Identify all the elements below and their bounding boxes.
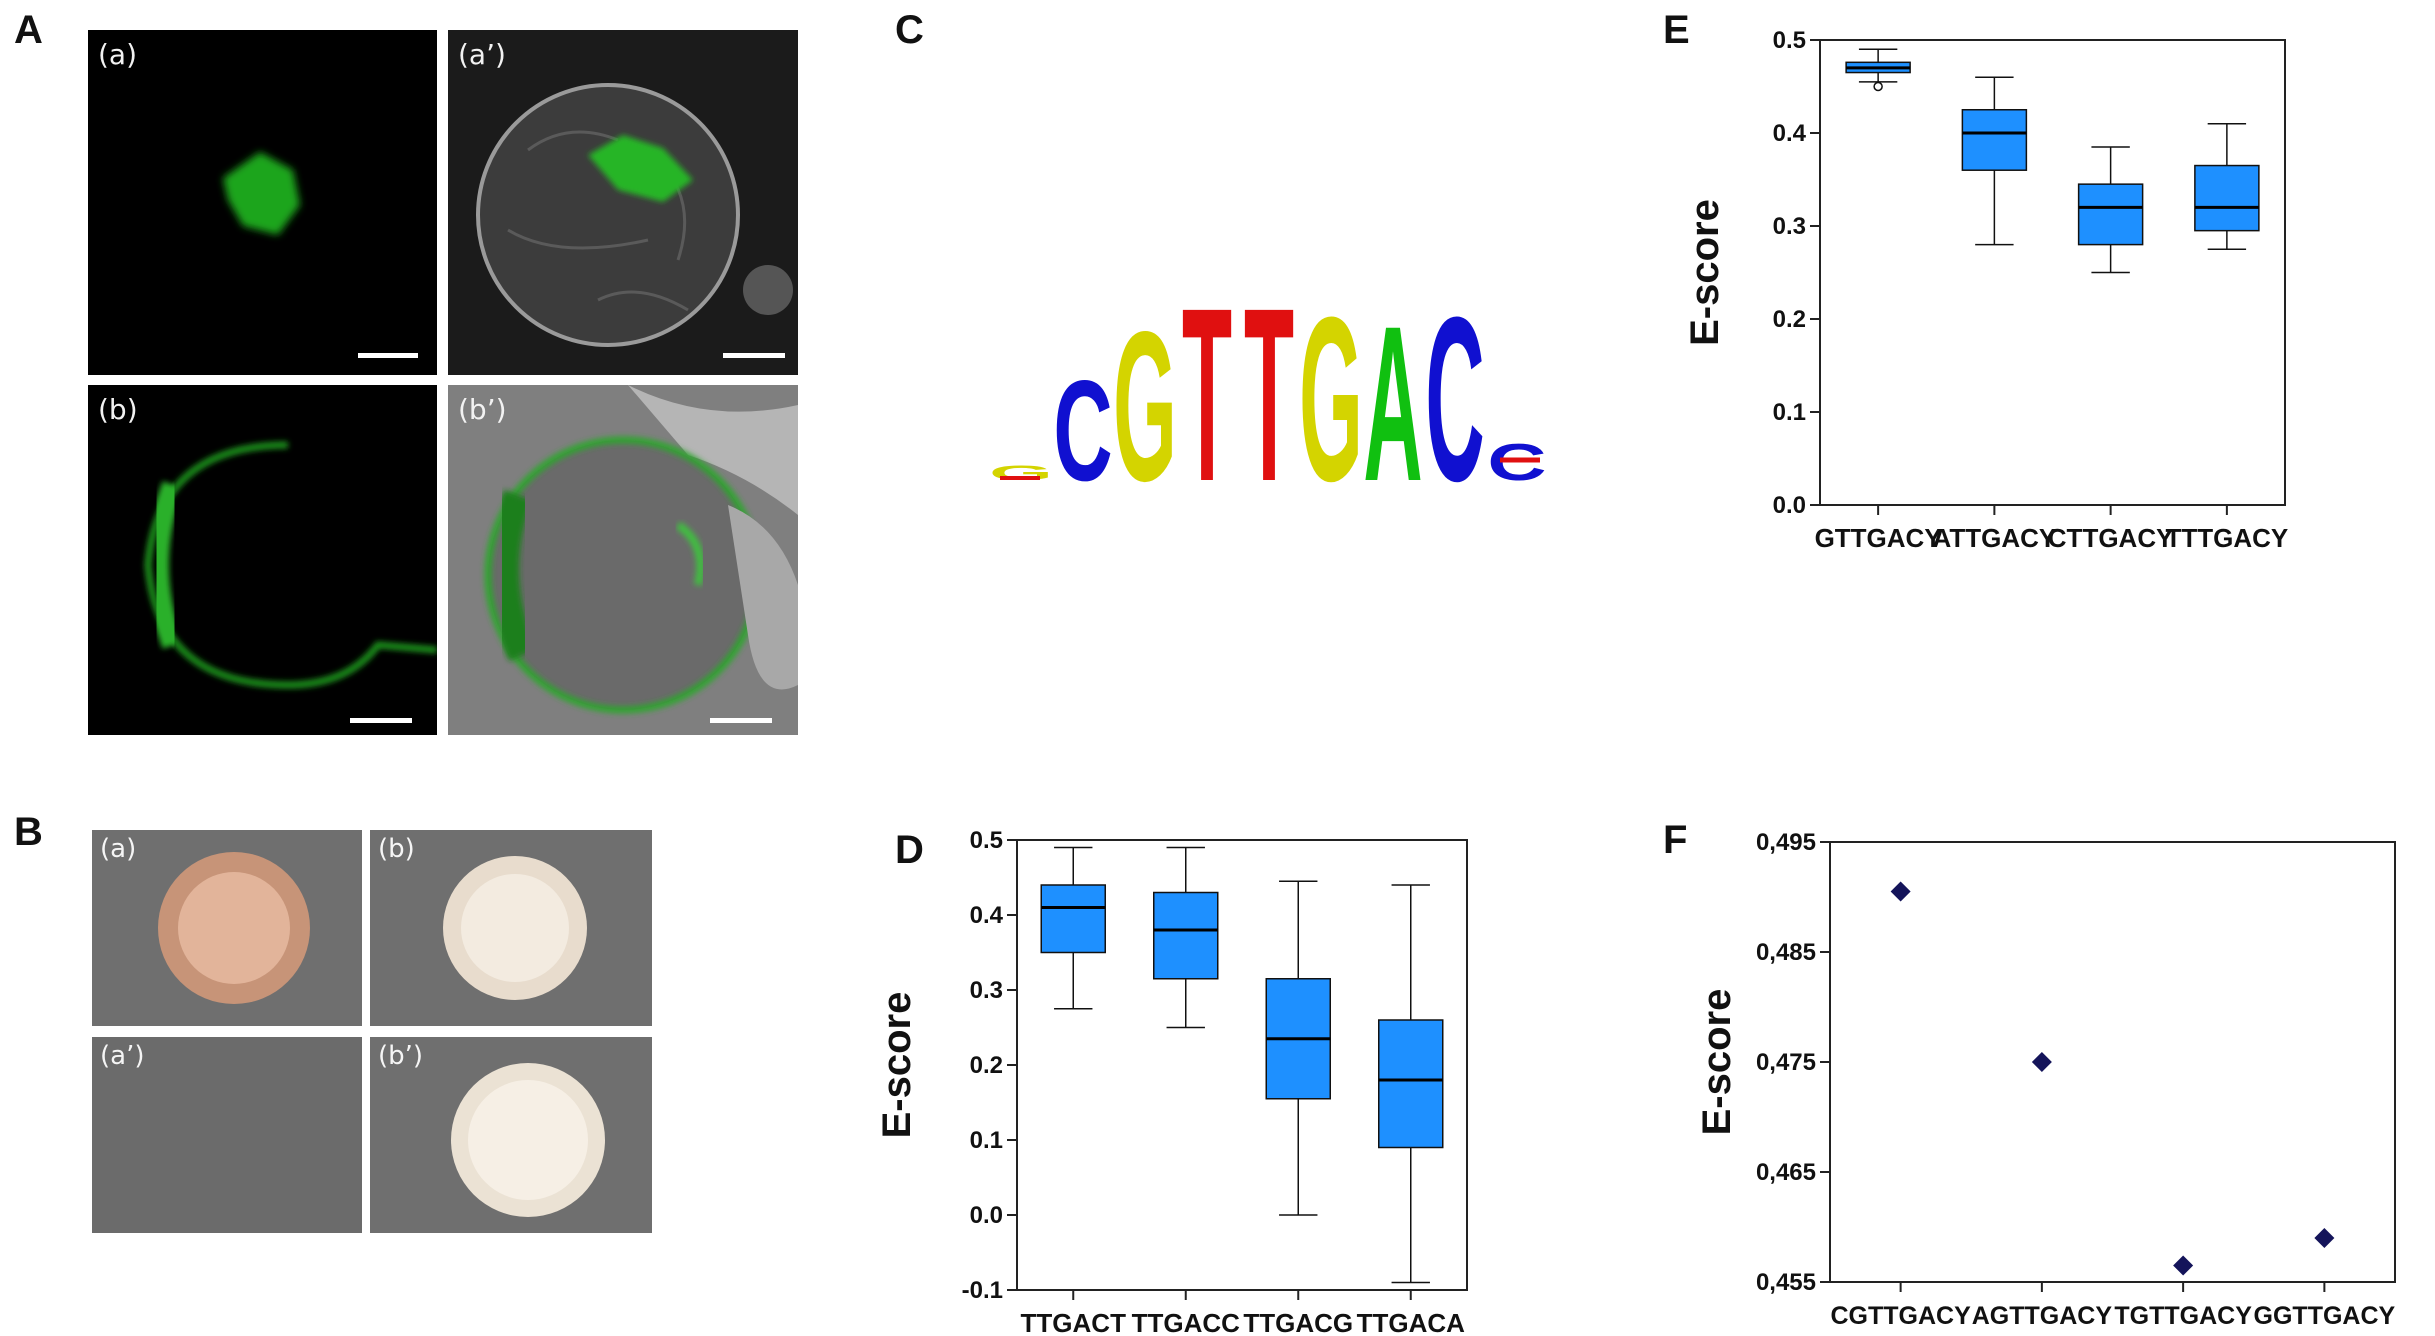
- panel-letter-a: A: [14, 8, 43, 52]
- y-tick-label: 0.0: [970, 1202, 1003, 1229]
- y-axis-label: E-score: [1695, 989, 1739, 1136]
- y-tick-label: 0.4: [970, 902, 1004, 929]
- y-tick-label: 0.5: [1773, 27, 1806, 54]
- plate-label: (a): [100, 834, 137, 864]
- data-point: [2314, 1228, 2335, 1248]
- panel-letter-b: B: [14, 810, 43, 854]
- micrograph-label: (b’): [458, 393, 507, 426]
- y-tick-label: 0.3: [970, 977, 1003, 1004]
- x-tick-label: TTGACC: [1132, 1308, 1241, 1336]
- y-tick-label: 0,475: [1756, 1049, 1816, 1076]
- scale-bar: [358, 353, 418, 358]
- micrograph-a-prime: (a’): [448, 30, 798, 375]
- y-tick-label: 0.3: [1773, 213, 1806, 240]
- y-tick-label: 0.2: [1773, 306, 1806, 333]
- colony-image: [451, 1063, 605, 1217]
- x-tick-label: AGTTGACY: [1972, 1302, 2113, 1330]
- x-tick-label: TTGACT: [1021, 1308, 1127, 1336]
- micrograph-label: (a’): [458, 38, 506, 71]
- x-tick-label: GTTGACY: [1815, 523, 1942, 553]
- logo-letter: T: [1182, 290, 1232, 490]
- box: [1153, 891, 1219, 980]
- box: [2077, 183, 2144, 246]
- y-tick-label: 0.2: [970, 1052, 1003, 1079]
- micrograph-b: (b): [88, 385, 437, 735]
- logo-letter: C: [1425, 290, 1484, 490]
- data-point: [1890, 881, 1911, 902]
- y-tick-label: 0.4: [1773, 120, 1807, 147]
- y-tick-label: -0.1: [962, 1277, 1003, 1304]
- y-axis-label: E-score: [1683, 199, 1727, 346]
- membrane-merge-image: [448, 385, 798, 735]
- plate-label: (a’): [100, 1041, 145, 1071]
- plate-a: (a): [92, 830, 362, 1026]
- panel-letter-f: F: [1663, 818, 1688, 862]
- y-axis-label: E-score: [875, 992, 919, 1139]
- plate-b-prime: (b’): [370, 1037, 652, 1233]
- logo-letter: T: [1244, 290, 1294, 490]
- y-tick-label: 0.0: [1773, 492, 1806, 519]
- scale-bar: [723, 353, 785, 358]
- data-point: [2173, 1255, 2194, 1276]
- y-tick-label: 0.1: [1773, 399, 1806, 426]
- scale-bar: [350, 718, 412, 723]
- plot-frame: [1829, 841, 2396, 1283]
- data-point: [2031, 1052, 2052, 1072]
- x-tick-label: TTGACG: [1243, 1308, 1353, 1336]
- box: [1040, 884, 1106, 954]
- micrograph-label: (b): [98, 393, 138, 426]
- logo-letter: G: [989, 461, 1053, 484]
- logo-letter: G: [1113, 290, 1177, 490]
- x-tick-label: TTGACA: [1357, 1308, 1466, 1336]
- x-tick-label: ATTGACY: [1933, 523, 2057, 553]
- colony-image: [443, 856, 587, 1000]
- y-tick-label: 0.1: [970, 1127, 1003, 1154]
- chart-e-boxplot: 0.0 0.1 0.2 0.3 0.4 0.5 E-score GTTGACYATTGACYC…: [1683, 27, 2288, 553]
- panel-letter-e: E: [1663, 8, 1690, 52]
- plate-a-prime: (a’): [92, 1037, 362, 1233]
- nucleus-merge-image: [476, 83, 793, 347]
- x-tick-label: CGTTGACY: [1830, 1302, 1971, 1330]
- y-tick-label: 0.5: [970, 830, 1003, 854]
- y-tick-label: 0,495: [1756, 829, 1816, 856]
- x-tick-label: TGTTGACY: [2114, 1302, 2252, 1330]
- chart-f-scatter: 0,455 0,465 0,475 0,485 0,495 E-score CGTTGACY…: [1695, 829, 2396, 1330]
- panel-letter-c: C: [895, 8, 924, 52]
- logo-letter: G: [1299, 290, 1363, 490]
- box: [2194, 164, 2260, 232]
- plate-label: (b): [378, 834, 415, 864]
- membrane-signal-image: [144, 441, 437, 689]
- y-tick-label: 0,485: [1756, 939, 1816, 966]
- panel-letter-d: D: [895, 828, 924, 872]
- x-tick-label: GGTTGACY: [2254, 1302, 2396, 1330]
- nucleus-signal-image: [223, 152, 300, 235]
- scale-bar: [710, 718, 772, 723]
- plate-b: (b): [370, 830, 652, 1026]
- logo-letter: C: [1053, 350, 1112, 490]
- box: [1961, 109, 2028, 171]
- x-tick-label: CTTGACY: [2048, 523, 2174, 553]
- box: [1378, 1019, 1444, 1149]
- outlier-point: [1873, 81, 1883, 92]
- plate-label: (b’): [378, 1041, 424, 1071]
- micrograph-label: (a): [98, 38, 138, 71]
- micrograph-a: (a): [88, 30, 437, 375]
- x-tick-label: TTTGACY: [2165, 523, 2288, 553]
- y-tick-label: 0,465: [1756, 1159, 1816, 1186]
- plot-frame: [1819, 39, 2286, 506]
- y-tick-label: 0,455: [1756, 1269, 1816, 1296]
- colony-image: [158, 852, 310, 1004]
- micrograph-b-prime: (b’): [448, 385, 798, 735]
- logo-letter: A: [1363, 290, 1422, 490]
